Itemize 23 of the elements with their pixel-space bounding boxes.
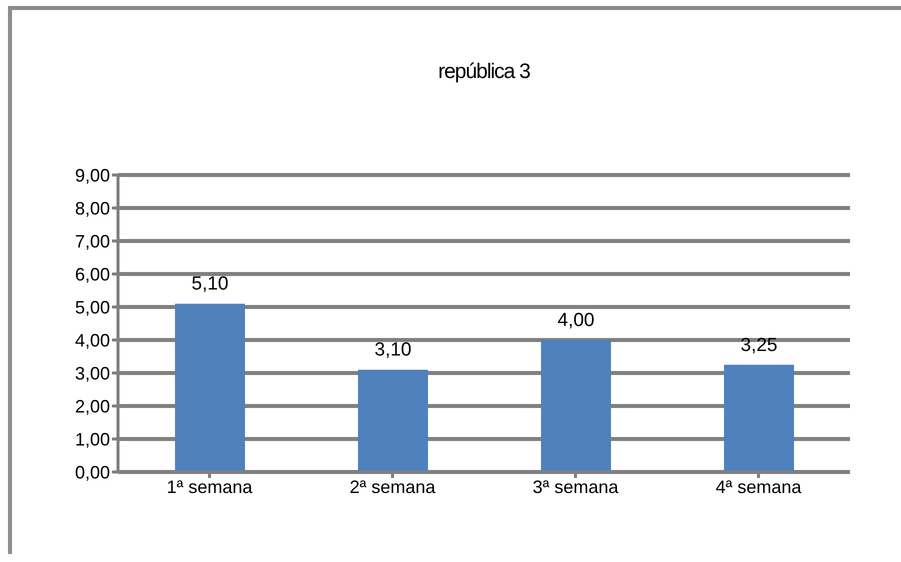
y-tick-label: 1,00 bbox=[74, 429, 110, 450]
bar bbox=[541, 340, 611, 472]
data-label: 3,10 bbox=[374, 340, 412, 361]
y-tick-label: 8,00 bbox=[74, 198, 110, 218]
bar bbox=[175, 304, 245, 472]
x-tick-label: 2ª semana bbox=[350, 476, 436, 497]
x-tick-label: 3ª semana bbox=[532, 476, 620, 497]
x-tick-label: 1ª semana bbox=[166, 476, 254, 497]
x-tick-label: 4ª semana bbox=[716, 476, 802, 497]
y-tick-label: 4,00 bbox=[74, 330, 110, 350]
y-tick-label: 0,00 bbox=[74, 462, 110, 482]
y-tick-label: 2,00 bbox=[74, 396, 110, 416]
y-tick-label: 5,00 bbox=[74, 297, 110, 318]
chart-title: república 3 bbox=[437, 60, 531, 84]
data-label: 5,10 bbox=[192, 274, 228, 295]
bar bbox=[358, 370, 428, 472]
data-label: 3,25 bbox=[740, 334, 778, 356]
y-tick-label: 6,00 bbox=[74, 264, 110, 284]
data-label: 4,00 bbox=[558, 310, 594, 331]
y-tick-label: 7,00 bbox=[74, 231, 110, 252]
y-tick-label: 9,00 bbox=[74, 165, 110, 186]
y-tick-label: 3,00 bbox=[74, 363, 110, 384]
bar bbox=[724, 364, 794, 472]
